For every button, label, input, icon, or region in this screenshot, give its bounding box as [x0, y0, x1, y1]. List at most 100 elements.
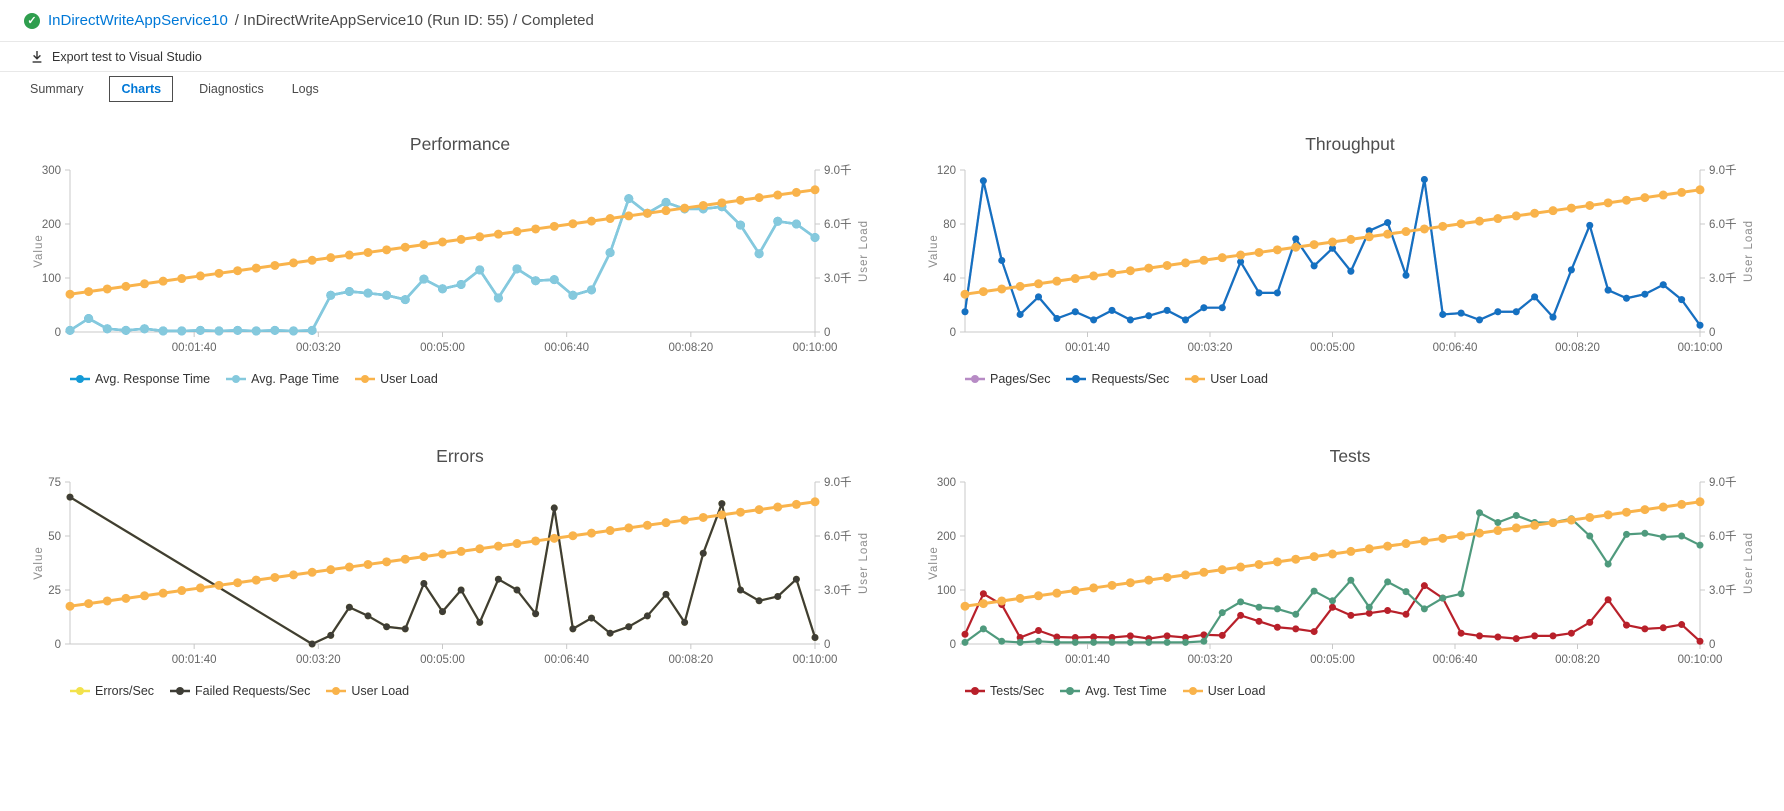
- errors-legend: Errors/Sec Failed Requests/Sec User Load: [30, 684, 890, 698]
- svg-text:9.0千: 9.0千: [824, 164, 852, 177]
- svg-text:00:01:40: 00:01:40: [172, 342, 217, 354]
- legend-marker-icon: [1185, 375, 1206, 383]
- svg-text:0: 0: [824, 327, 830, 339]
- export-to-visual-studio-button[interactable]: Export test to Visual Studio: [30, 50, 202, 64]
- legend-label: User Load: [351, 684, 410, 698]
- legend-label: Tests/Sec: [990, 684, 1045, 698]
- legend-label: User Load: [380, 372, 438, 386]
- legend-label: Errors/Sec: [95, 684, 155, 698]
- svg-text:00:05:00: 00:05:00: [1310, 654, 1355, 666]
- legend-label: Pages/Sec: [990, 372, 1051, 386]
- legend-label: User Load: [1210, 372, 1268, 386]
- svg-text:0: 0: [1709, 639, 1715, 651]
- svg-text:00:03:20: 00:03:20: [296, 342, 341, 354]
- performance-chart-card: Performance 0 100 200 300 0 3.0千 6.0千 9.0千 00:01…: [30, 128, 890, 386]
- svg-text:00:03:20: 00:03:20: [1188, 654, 1233, 666]
- tests-legend: Tests/Sec Avg. Test Time User Load: [925, 684, 1775, 698]
- legend-marker-icon: [1182, 687, 1203, 695]
- legend-label: Avg. Response Time: [95, 372, 211, 386]
- legend-label: Avg. Test Time: [1085, 684, 1167, 698]
- svg-text:6.0千: 6.0千: [824, 530, 852, 543]
- svg-text:25: 25: [48, 585, 61, 597]
- svg-text:00:08:20: 00:08:20: [668, 342, 713, 354]
- tests-chart: 0 100 200 300 0 3.0千 6.0千 9.0千 00:01:40 00:03:20 0…: [928, 476, 1755, 666]
- throughput-chart-card: Throughput 0 40 80 120 0 3.0千 6.0千 9.0千 00:01:40…: [925, 128, 1775, 386]
- svg-text:9.0千: 9.0千: [1709, 164, 1737, 177]
- legend-label: Requests/Sec: [1091, 372, 1170, 386]
- legend-label: Avg. Page Time: [251, 372, 340, 386]
- svg-text:40: 40: [943, 273, 956, 285]
- errors-chart: 0 25 50 75 0 3.0千 6.0千 9.0千 00:01:40 00:03:20 00:0…: [33, 476, 870, 666]
- performance-legend: Avg. Response Time Avg. Page Time User Loa…: [30, 372, 890, 386]
- legend-marker-icon: [70, 687, 90, 695]
- legend-marker-icon: [70, 375, 90, 383]
- svg-text:3.0千: 3.0千: [1709, 584, 1737, 597]
- svg-text:300: 300: [42, 165, 61, 177]
- legend-item: Errors/Sec: [70, 684, 154, 698]
- chart-title: Throughput: [1305, 134, 1395, 154]
- legend-item: Pages/Sec: [965, 372, 1050, 386]
- svg-text:00:05:00: 00:05:00: [420, 654, 465, 666]
- svg-text:6.0千: 6.0千: [1709, 218, 1737, 231]
- svg-text:Value: Value: [33, 546, 45, 580]
- legend-marker-icon: [965, 687, 985, 695]
- legend-item: Requests/Sec: [1066, 372, 1169, 386]
- success-check-icon: ✓: [24, 12, 40, 29]
- chart-title: Performance: [409, 134, 511, 154]
- svg-text:200: 200: [937, 531, 956, 543]
- svg-text:100: 100: [42, 273, 61, 285]
- svg-text:00:03:20: 00:03:20: [296, 654, 341, 666]
- legend-marker-icon: [1066, 375, 1087, 383]
- svg-text:6.0千: 6.0千: [824, 218, 852, 231]
- svg-text:100: 100: [937, 585, 956, 597]
- svg-text:00:10:00: 00:10:00: [1678, 654, 1723, 666]
- svg-text:00:03:20: 00:03:20: [1188, 342, 1233, 354]
- download-icon: [32, 50, 42, 63]
- svg-text:00:10:00: 00:10:00: [1678, 342, 1723, 354]
- svg-text:0: 0: [824, 639, 830, 651]
- svg-text:0: 0: [55, 639, 61, 651]
- breadcrumb-run-status: / InDirectWriteAppService10 (Run ID: 55)…: [234, 12, 594, 29]
- svg-text:120: 120: [937, 165, 956, 177]
- legend-marker-icon: [355, 375, 376, 383]
- svg-text:User Load: User Load: [858, 220, 870, 282]
- legend-marker-icon: [170, 687, 191, 695]
- tab-summary[interactable]: Summary: [30, 82, 84, 96]
- tab-logs[interactable]: Logs: [291, 82, 319, 96]
- svg-text:00:08:20: 00:08:20: [668, 654, 713, 666]
- svg-text:80: 80: [943, 219, 956, 231]
- legend-label: Failed Requests/Sec: [195, 684, 311, 698]
- svg-text:User Load: User Load: [1743, 532, 1755, 594]
- svg-text:00:06:40: 00:06:40: [544, 342, 589, 354]
- legend-label: User Load: [1207, 684, 1266, 698]
- errors-chart-card: Errors 0 25 50 75 0 3.0千 6.0千 9.0千 00:01:40 00:03…: [30, 440, 890, 698]
- legend-item: Avg. Test Time: [1060, 684, 1167, 698]
- breadcrumb: ✓ InDirectWriteAppService10 / InDirectWr…: [0, 0, 1784, 42]
- svg-text:6.0千: 6.0千: [1709, 530, 1737, 543]
- svg-text:User Load: User Load: [858, 532, 870, 594]
- tab-charts[interactable]: Charts: [109, 76, 174, 102]
- chart-title: Tests: [1329, 446, 1371, 466]
- export-label: Export test to Visual Studio: [52, 49, 202, 64]
- svg-text:9.0千: 9.0千: [824, 476, 852, 489]
- svg-text:Value: Value: [928, 546, 940, 580]
- legend-item: User Load: [355, 372, 438, 386]
- svg-text:00:05:00: 00:05:00: [420, 342, 465, 354]
- svg-text:00:01:40: 00:01:40: [1065, 342, 1110, 354]
- legend-marker-icon: [965, 375, 985, 383]
- svg-text:00:06:40: 00:06:40: [544, 654, 589, 666]
- legend-marker-icon: [226, 375, 247, 383]
- tab-diagnostics[interactable]: Diagnostics: [199, 82, 264, 96]
- svg-text:User Load: User Load: [1743, 220, 1755, 282]
- svg-text:00:05:00: 00:05:00: [1310, 342, 1355, 354]
- svg-text:3.0千: 3.0千: [1709, 272, 1737, 285]
- toolbar: Export test to Visual Studio: [0, 42, 1784, 72]
- legend-item: Avg. Response Time: [70, 372, 210, 386]
- breadcrumb-test-link[interactable]: InDirectWriteAppService10: [48, 12, 228, 29]
- legend-item: Failed Requests/Sec: [170, 684, 310, 698]
- chart-title: Errors: [436, 446, 484, 466]
- svg-text:50: 50: [48, 531, 61, 543]
- svg-text:00:10:00: 00:10:00: [793, 654, 838, 666]
- svg-text:200: 200: [42, 219, 61, 231]
- svg-text:0: 0: [55, 327, 61, 339]
